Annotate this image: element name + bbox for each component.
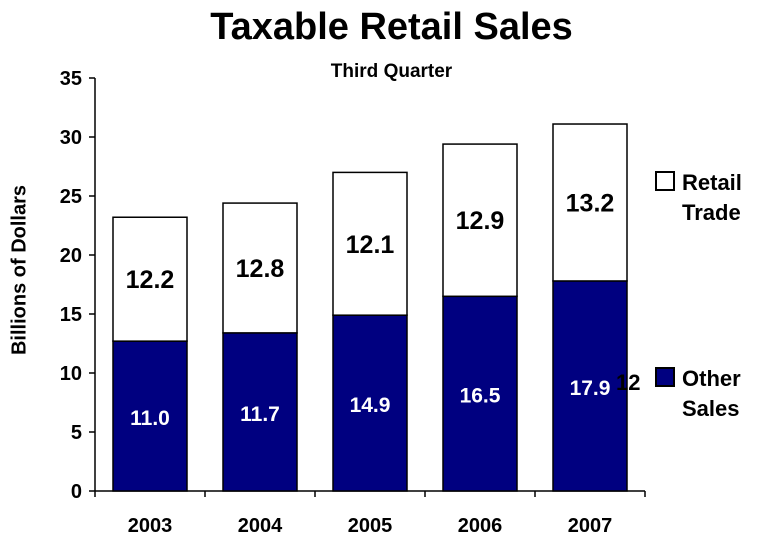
data-label: 13.2 bbox=[566, 189, 615, 217]
data-label: 12.9 bbox=[456, 207, 505, 235]
legend-item-retail-trade: Retail Trade bbox=[655, 168, 772, 228]
legend-swatch-other-sales bbox=[655, 367, 675, 387]
x-tick-label: 2007 bbox=[568, 515, 613, 537]
x-tick-label: 2006 bbox=[458, 515, 503, 537]
x-tick-label: 2004 bbox=[238, 515, 283, 537]
x-tick-label: 2003 bbox=[128, 515, 173, 537]
y-tick-label: 25 bbox=[60, 186, 82, 208]
y-tick-label: 10 bbox=[60, 363, 82, 385]
y-tick-label: 15 bbox=[60, 304, 82, 326]
data-label: 12.2 bbox=[126, 266, 175, 294]
data-label: 12.1 bbox=[346, 231, 395, 259]
bar-retail-trade bbox=[552, 123, 628, 282]
legend-label-retail-line2: Trade bbox=[682, 200, 741, 225]
bar-other-sales bbox=[222, 332, 298, 492]
y-tick-label: 30 bbox=[60, 127, 82, 149]
data-label: 11.7 bbox=[240, 403, 280, 426]
y-tick-label: 5 bbox=[71, 422, 82, 444]
bar-retail-trade bbox=[222, 202, 298, 334]
legend-label-retail-line1: Retail bbox=[682, 170, 742, 195]
data-label: 12.8 bbox=[236, 255, 285, 283]
data-label: 17.9 bbox=[570, 377, 611, 400]
y-tick-label: 35 bbox=[60, 68, 82, 90]
stray-data-label: 12 bbox=[616, 370, 641, 395]
legend-item-other-sales: Other Sales bbox=[655, 364, 772, 424]
bar-retail-trade bbox=[332, 171, 408, 316]
y-tick-label: 0 bbox=[71, 481, 82, 503]
chart-subtitle: Third Quarter bbox=[330, 61, 453, 82]
bar-other-sales bbox=[332, 314, 408, 492]
y-tick-label: 20 bbox=[60, 245, 82, 267]
bar-retail-trade bbox=[112, 216, 188, 342]
data-label: 11.0 bbox=[130, 407, 170, 430]
legend-label-other-line2: Sales bbox=[682, 396, 740, 421]
legend-swatch-retail-trade bbox=[655, 171, 675, 191]
bar-other-sales bbox=[552, 280, 628, 492]
data-label: 16.5 bbox=[460, 385, 501, 408]
chart-title: Taxable Retail Sales bbox=[210, 6, 573, 48]
data-label: 14.9 bbox=[350, 394, 391, 417]
x-tick-label: 2005 bbox=[348, 515, 393, 537]
legend-label-other-line1: Other bbox=[682, 366, 741, 391]
bar-retail-trade bbox=[442, 143, 518, 298]
